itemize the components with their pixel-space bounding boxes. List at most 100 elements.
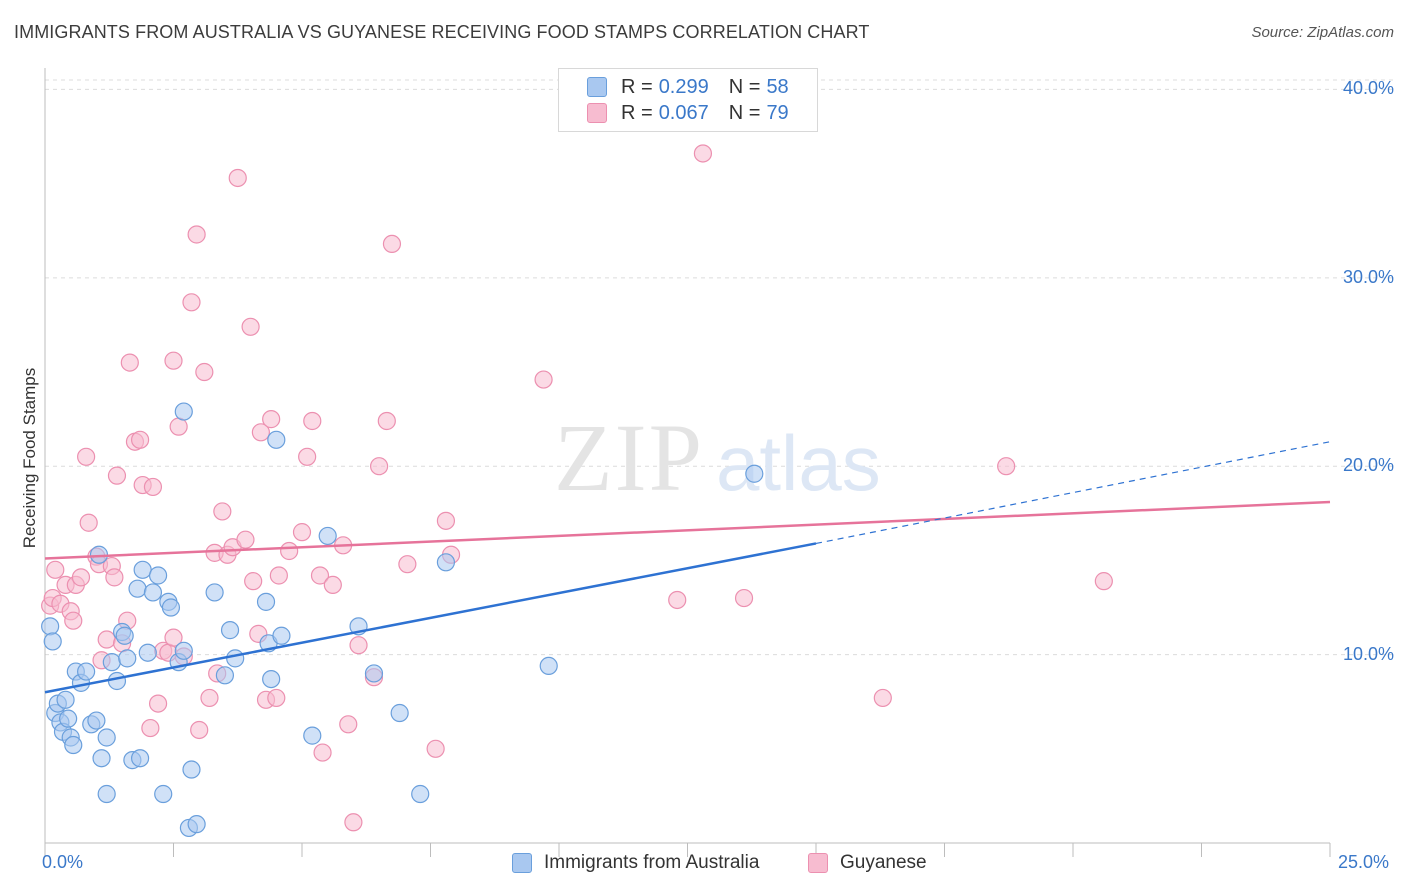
watermark-zip: ZIP <box>554 404 704 511</box>
legend-r-value: 0.067 <box>658 101 709 124</box>
guyanese-point <box>534 370 553 389</box>
y-axis-label: Receiving Food Stamps <box>20 367 39 549</box>
trend-lines <box>44 441 1331 694</box>
guyanese-point <box>693 144 713 163</box>
legend-n-label: N = <box>728 75 761 98</box>
australia-point <box>174 402 193 421</box>
guyanese-point <box>426 739 445 758</box>
guyanese-point <box>236 530 255 549</box>
guyanese-point <box>436 511 456 530</box>
guyanese-point <box>349 636 368 655</box>
australia-point <box>59 709 78 728</box>
australia-trend-extension <box>815 441 1331 545</box>
legend-swatch-australia <box>587 77 607 97</box>
guyanese-point <box>241 317 260 336</box>
x-tick-max: 25.0% <box>1338 852 1390 872</box>
guyanese-point <box>734 588 754 608</box>
guyanese-point <box>267 688 286 708</box>
watermark: ZIP atlas <box>554 404 881 511</box>
series-legend-guyanese: Guyanese <box>808 852 927 874</box>
y-tick-label: 30.0% <box>1342 266 1394 287</box>
guyanese-point <box>169 417 188 436</box>
guyanese-point <box>339 715 358 734</box>
guyanese-point <box>313 743 332 762</box>
australia-point <box>220 621 240 640</box>
guyanese-point <box>298 447 317 466</box>
watermark-atlas: atlas <box>716 419 881 507</box>
guyanese-point <box>303 411 322 431</box>
australia-point <box>128 579 147 598</box>
australia-point <box>97 784 116 804</box>
legend-swatch-guyanese <box>587 103 607 123</box>
legend: R = 0.299 N = 58 R = 0.067 N = 79 <box>558 68 818 132</box>
australia-point <box>143 583 163 602</box>
guyanese-point <box>64 611 83 630</box>
y-tick-label: 20.0% <box>1342 455 1394 476</box>
australia-trend-line <box>44 542 817 694</box>
australia-point <box>262 669 281 689</box>
guyanese-point <box>190 720 209 740</box>
guyanese-point <box>143 477 163 497</box>
guyanese-point <box>280 541 299 561</box>
guyanese-point <box>344 813 363 832</box>
guyanese-point <box>398 555 417 574</box>
guyanese-point <box>195 362 214 382</box>
australia-point <box>318 526 337 546</box>
australia-point <box>390 703 409 723</box>
series-swatch-guyanese <box>808 853 828 873</box>
y-tick-label: 40.0% <box>1342 78 1394 99</box>
guyanese-point <box>107 466 127 485</box>
australia-point <box>161 598 181 617</box>
guyanese-point <box>79 513 98 532</box>
guyanese-point <box>187 225 206 244</box>
guyanese-point <box>120 353 139 372</box>
australia-point <box>174 641 193 660</box>
guyanese-point <box>244 572 263 591</box>
guyanese-point <box>370 457 389 476</box>
australia-point <box>115 626 134 645</box>
australia-point <box>64 735 83 755</box>
guyanese-point <box>228 168 247 188</box>
series-legend-australia: Immigrants from Australia <box>512 852 759 874</box>
australia-point <box>182 760 201 779</box>
guyanese-point <box>323 575 342 594</box>
australia-point <box>102 653 121 672</box>
australia-point <box>745 464 764 483</box>
australia-point <box>97 728 116 747</box>
guyanese-point <box>105 568 124 587</box>
australia-point <box>138 643 157 662</box>
australia-point <box>256 592 276 611</box>
australia-point <box>226 649 245 668</box>
australia-point <box>154 784 173 804</box>
australia-point <box>539 656 558 676</box>
guyanese-point <box>164 351 183 370</box>
legend-r-value: 0.299 <box>658 75 709 98</box>
australia-point <box>77 662 96 681</box>
guyanese-point <box>46 560 65 579</box>
australia-point <box>107 671 127 691</box>
guyanese-point <box>310 566 330 585</box>
australia-point <box>118 649 137 668</box>
guyanese-point <box>292 523 312 542</box>
guyanese-point <box>148 694 168 713</box>
guyanese-point <box>1094 572 1113 591</box>
guyanese-point <box>873 688 892 708</box>
legend-n-value: 58 <box>766 75 789 98</box>
x-tick-min: 0.0% <box>42 852 84 872</box>
guyanese-point <box>130 430 150 449</box>
australia-point <box>187 815 206 834</box>
legend-row-guyanese: R = 0.067 N = 79 <box>587 101 789 125</box>
guyanese-point <box>269 566 288 585</box>
guyanese-point <box>377 411 396 431</box>
australia-point <box>130 749 150 768</box>
australia-point <box>41 617 60 636</box>
guyanese-point <box>164 628 183 647</box>
australia-point <box>56 690 75 709</box>
legend-r-label: R = <box>621 101 653 124</box>
australia-point <box>215 666 234 685</box>
australia-point <box>133 560 152 579</box>
australia-point <box>205 583 224 602</box>
guyanese-point <box>77 447 96 466</box>
legend-n-value: 79 <box>766 101 789 124</box>
